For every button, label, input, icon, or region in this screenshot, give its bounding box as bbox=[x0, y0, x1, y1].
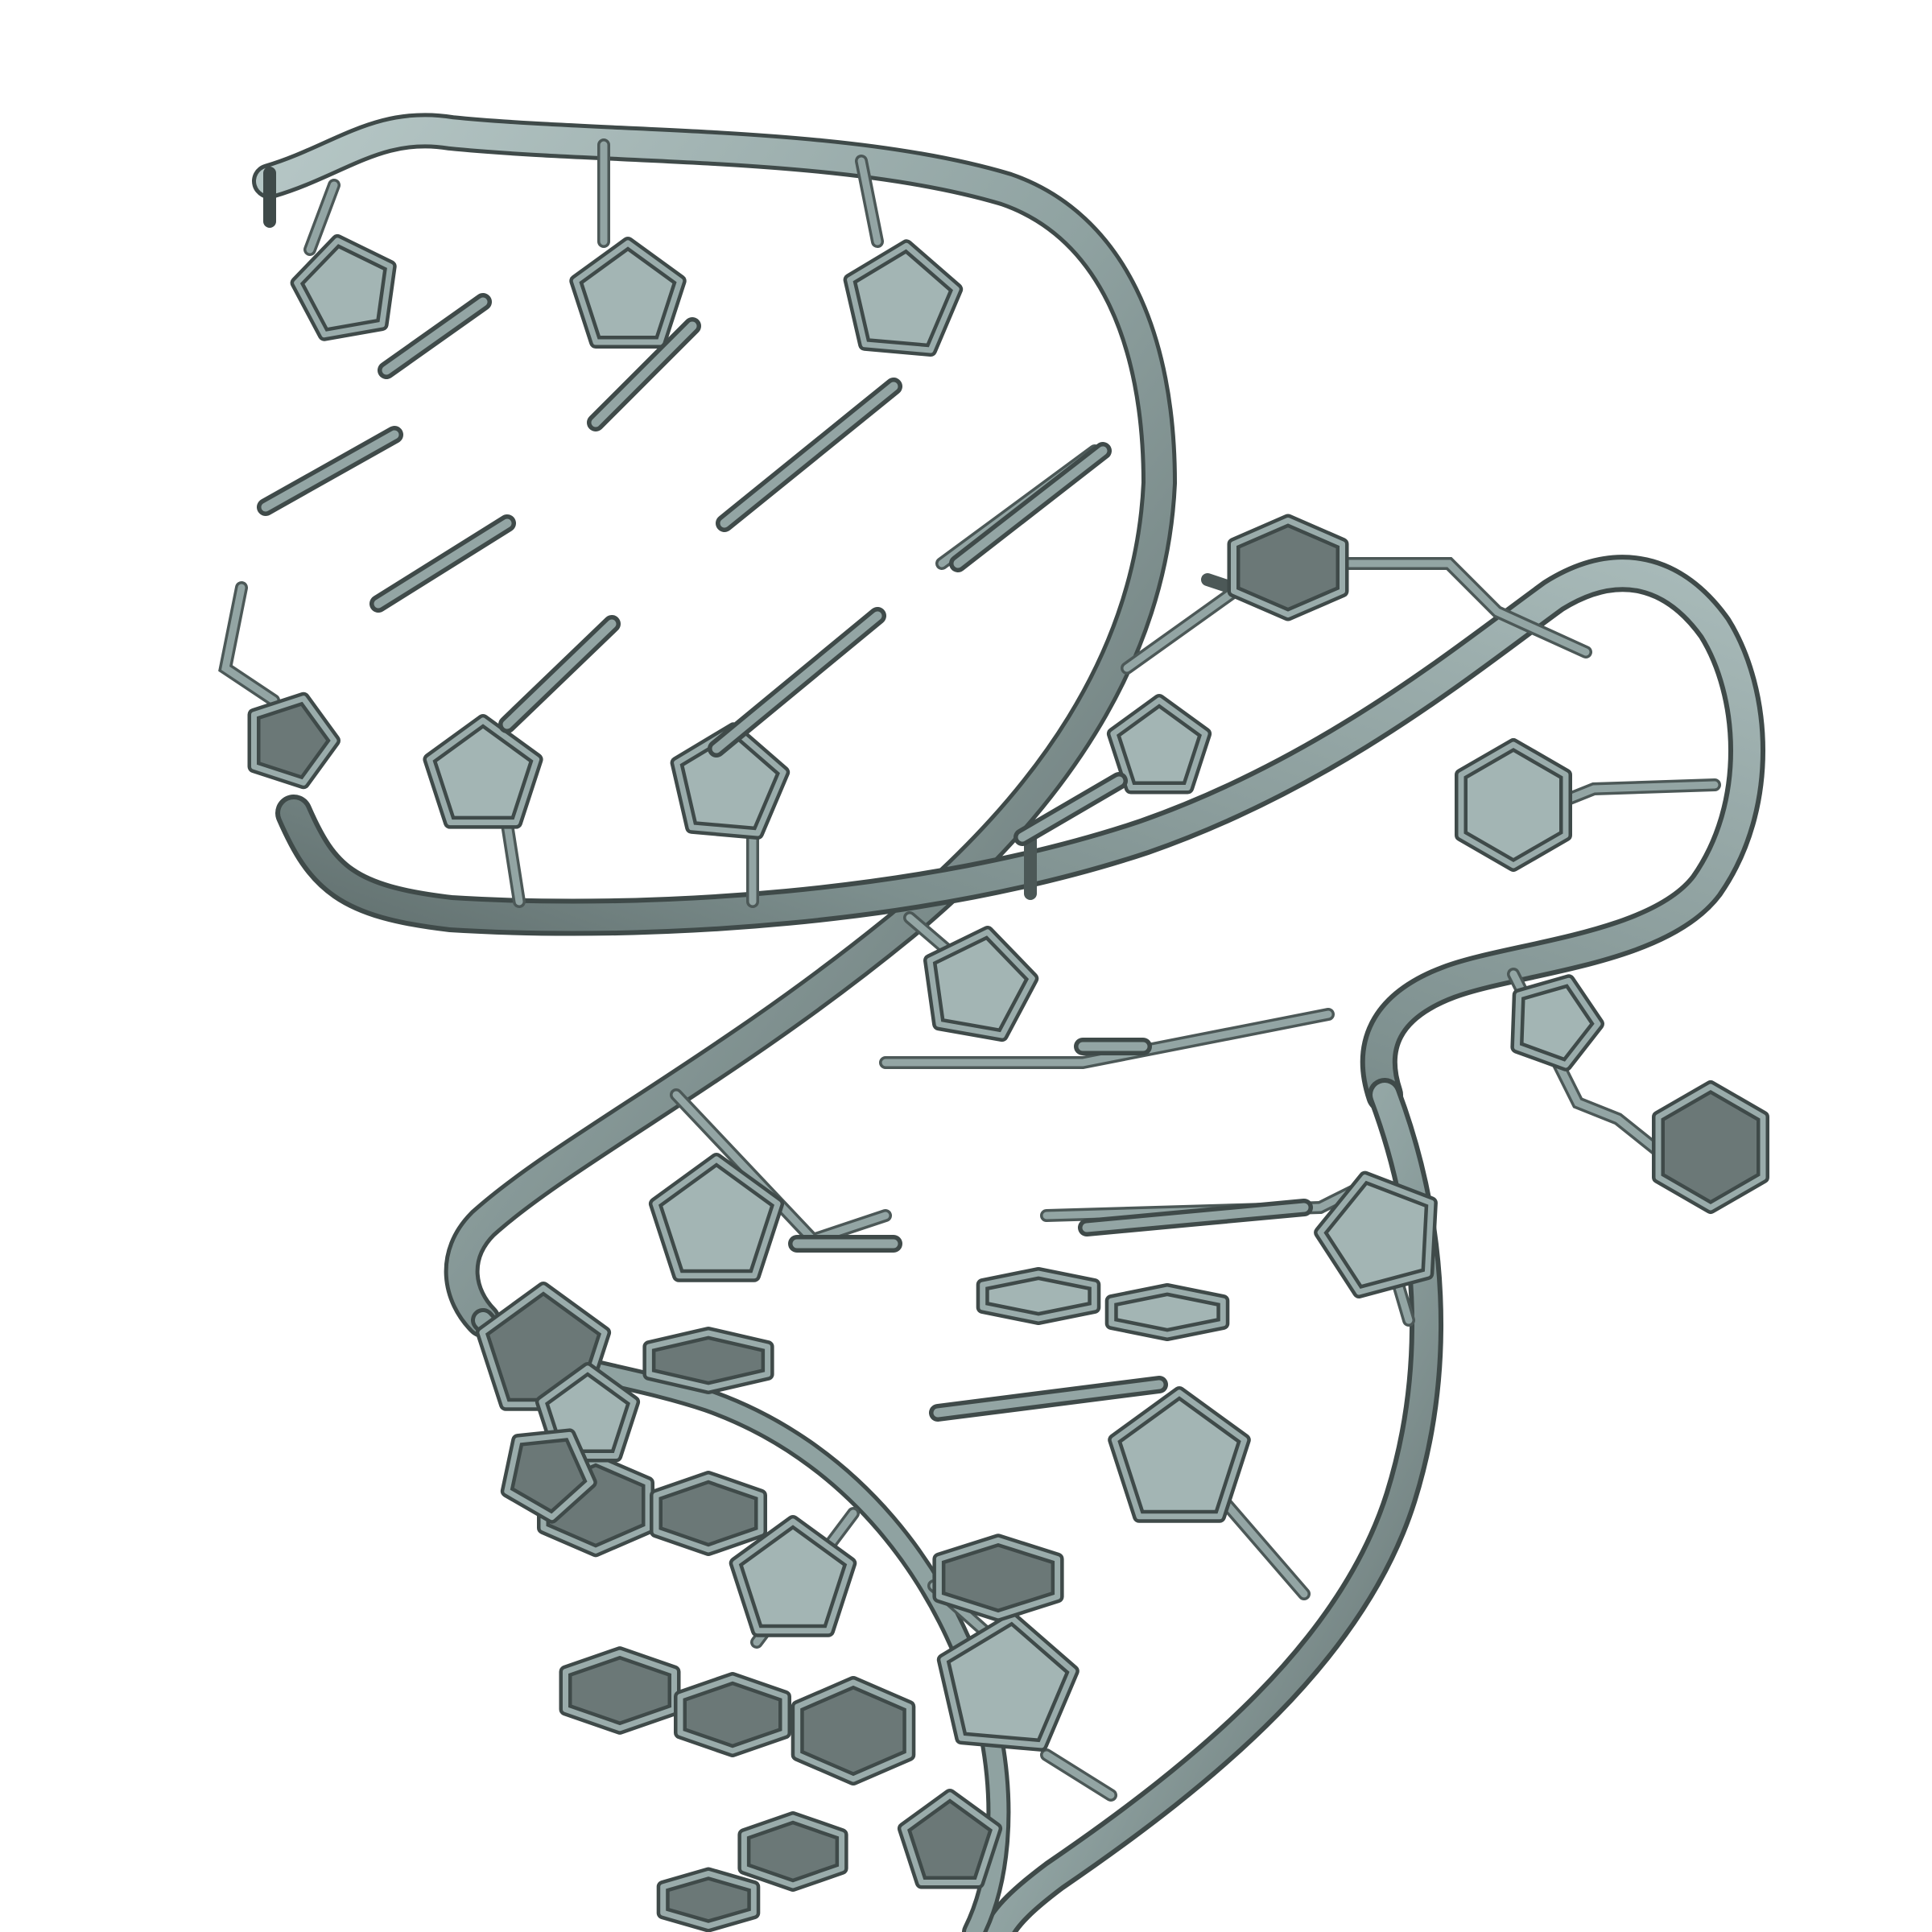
base-ring-highlight bbox=[1108, 1286, 1226, 1338]
stacked-bases bbox=[257, 293, 1313, 1422]
base-ring-highlight bbox=[563, 1649, 677, 1732]
base-rings-group bbox=[247, 233, 1769, 1932]
base-ring-highlight bbox=[940, 1615, 1076, 1748]
base-ring-highlight bbox=[426, 717, 540, 826]
base-ring-highlight bbox=[294, 237, 394, 338]
base-ring-highlight bbox=[1458, 741, 1569, 869]
base-ring-highlight bbox=[1655, 1084, 1766, 1211]
base-ring-highlight bbox=[646, 1330, 771, 1391]
base-ring bbox=[843, 239, 964, 357]
base-ring-highlight bbox=[847, 242, 960, 353]
base-ring-highlight bbox=[1317, 1174, 1435, 1295]
base-ring-highlight bbox=[733, 1518, 853, 1634]
base-ring-highlight bbox=[572, 240, 683, 345]
base-ring-highlight bbox=[901, 1792, 999, 1885]
base-ring-highlight bbox=[251, 696, 337, 786]
base-ring-highlight bbox=[653, 1474, 764, 1553]
base-ring-highlight bbox=[935, 1537, 1061, 1619]
base-ring-highlight bbox=[927, 929, 1035, 1038]
base-ring bbox=[923, 926, 1039, 1042]
base-ring-highlight bbox=[539, 1365, 637, 1459]
base-ring-highlight bbox=[1513, 977, 1601, 1068]
base-ring-highlight bbox=[795, 1679, 912, 1782]
base-ring-highlight bbox=[1111, 1389, 1248, 1520]
base-ring-highlight bbox=[504, 1431, 594, 1521]
base-ring-highlight bbox=[652, 1156, 781, 1279]
base-ring-highlight bbox=[674, 725, 786, 836]
base-ring-highlight bbox=[1231, 518, 1345, 617]
base-ring-highlight bbox=[980, 1270, 1097, 1322]
base-ring-highlight bbox=[677, 1675, 788, 1754]
base-ring-highlight bbox=[1110, 697, 1208, 791]
base-ring-highlight bbox=[660, 1871, 757, 1929]
base-ring-highlight bbox=[741, 1814, 845, 1889]
